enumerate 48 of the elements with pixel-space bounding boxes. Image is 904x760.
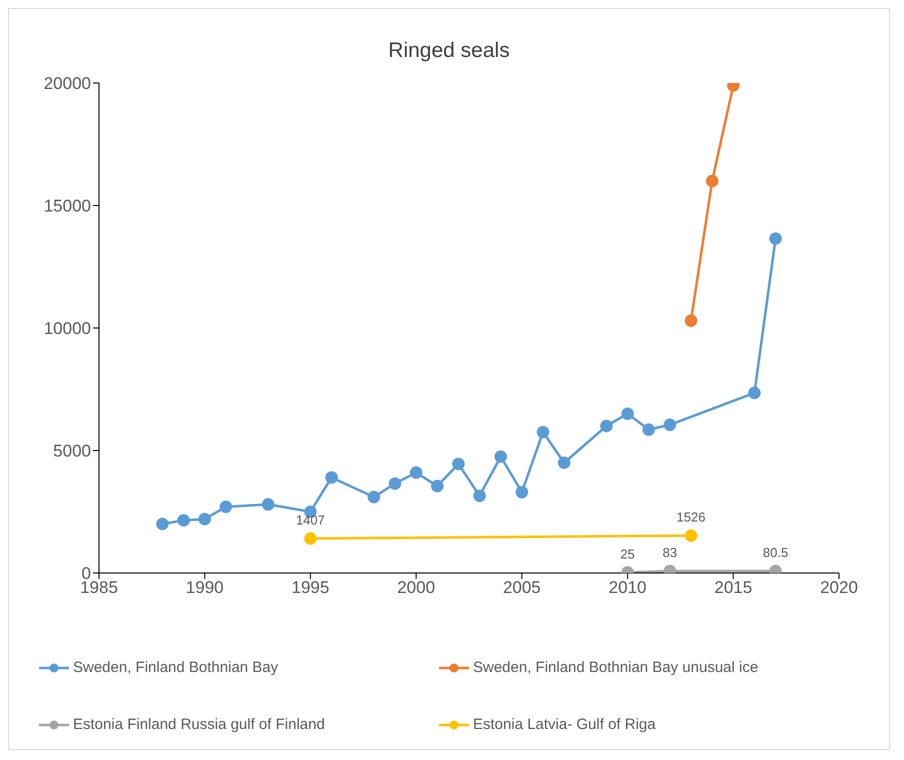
point — [621, 408, 634, 420]
legend-label: Estonia Latvia- Gulf of Riga — [473, 716, 656, 733]
legend-label: Sweden, Finland Bothnian Bay — [73, 659, 278, 676]
point — [684, 529, 698, 542]
point — [452, 458, 465, 470]
x-tick-label: 1985 — [80, 578, 118, 598]
data-label: 25 — [620, 546, 635, 562]
point — [177, 514, 190, 527]
point — [706, 174, 718, 188]
point — [431, 480, 444, 492]
point — [642, 423, 655, 436]
point — [684, 314, 698, 327]
point — [198, 512, 211, 526]
point — [156, 518, 169, 530]
point — [410, 466, 422, 479]
x-tick-label: 2015 — [714, 578, 752, 598]
point — [516, 486, 528, 498]
point — [325, 471, 338, 484]
data-label: 1407 — [296, 512, 325, 528]
legend-label: Sweden, Finland Bothnian Bay unusual ice — [473, 659, 758, 676]
x-tick-label: 2020 — [820, 578, 858, 598]
point — [748, 386, 761, 400]
point — [473, 490, 486, 502]
y-tick-label: 5000 — [53, 442, 91, 461]
point — [769, 232, 782, 245]
x-tick-label: 2000 — [397, 578, 436, 598]
x-tick-label: 2005 — [502, 578, 541, 598]
point — [220, 500, 232, 514]
point — [600, 420, 613, 432]
data-label: 80.5 — [762, 545, 788, 560]
data-label: 1526 — [676, 510, 706, 525]
y-tick-label: 20000 — [44, 74, 91, 94]
point — [262, 498, 274, 511]
point — [304, 532, 317, 545]
point — [558, 456, 570, 469]
legend-label: Estonia Finland Russia gulf of Finland — [73, 716, 325, 733]
y-tick-label: 15000 — [44, 196, 91, 216]
data-label: 83 — [662, 544, 678, 560]
point — [388, 477, 402, 490]
chart-title: Ringed seals — [387, 39, 511, 63]
point — [536, 426, 550, 438]
point — [664, 418, 676, 432]
x-tick-label: 2010 — [608, 578, 646, 598]
y-tick-label: 10000 — [44, 319, 91, 338]
x-tick-label: 1990 — [186, 578, 224, 598]
point — [368, 490, 380, 504]
point — [494, 450, 507, 463]
x-tick-label: 1995 — [292, 578, 330, 598]
